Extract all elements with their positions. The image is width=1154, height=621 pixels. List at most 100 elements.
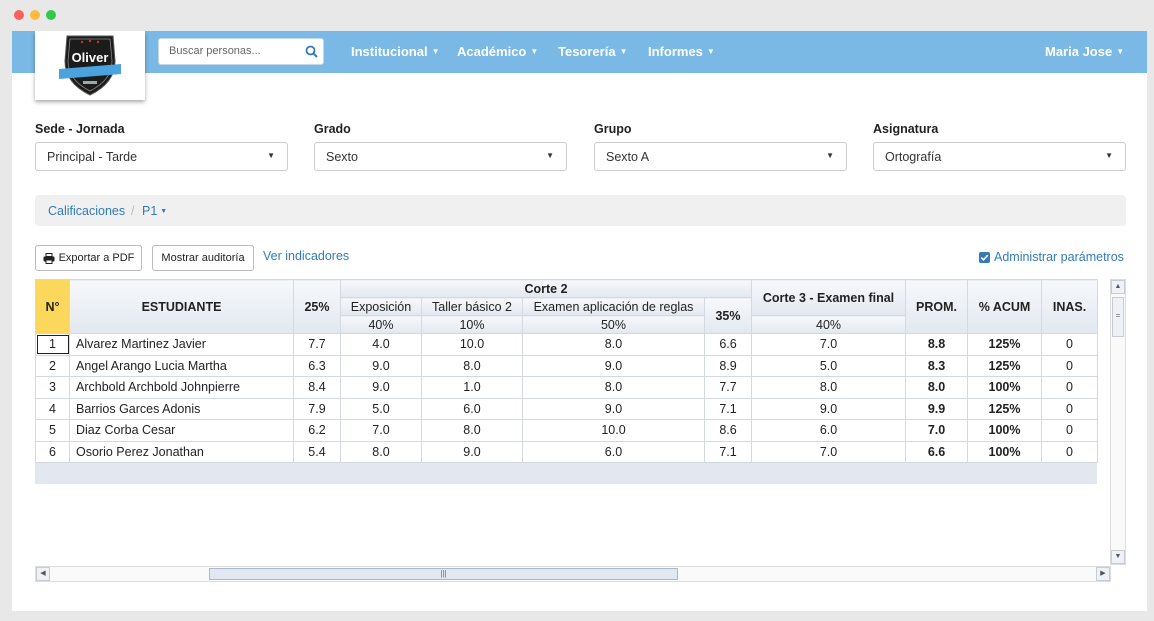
- export-pdf-button[interactable]: Exportar a PDF: [35, 245, 142, 271]
- sede-select[interactable]: Principal - Tarde ▼: [35, 142, 288, 171]
- cell-examen[interactable]: 10.0: [522, 419, 705, 442]
- cell-examen[interactable]: 9.0: [522, 397, 705, 420]
- cell-examen[interactable]: 8.0: [522, 376, 705, 399]
- cell-student-name[interactable]: Osorio Perez Jonathan: [69, 440, 294, 463]
- header-corte2[interactable]: Corte 2: [339, 279, 753, 298]
- cell-corte1[interactable]: 8.4: [293, 376, 341, 399]
- cell-corte3[interactable]: 8.0: [751, 376, 907, 399]
- header-inas[interactable]: INAS.: [1041, 279, 1099, 334]
- cell-corte1[interactable]: 7.7: [293, 333, 341, 356]
- cell-acum[interactable]: 125%: [967, 333, 1043, 356]
- cell-taller[interactable]: 8.0: [421, 419, 523, 442]
- cell-corte2[interactable]: 8.6: [703, 419, 753, 442]
- header-sub-examen-pct[interactable]: 50%: [522, 315, 705, 334]
- cell-corte1[interactable]: 7.9: [293, 397, 341, 420]
- cell-prom[interactable]: 8.8: [905, 333, 969, 356]
- cell-inas[interactable]: 0: [1041, 333, 1099, 356]
- cell-corte2[interactable]: 7.7: [703, 376, 753, 399]
- cell-corte1[interactable]: 6.2: [293, 419, 341, 442]
- cell-student-name[interactable]: Archbold Archbold Johnpierre: [69, 376, 294, 399]
- header-corte3-pct[interactable]: 40%: [751, 315, 907, 334]
- header-sub-exposicion-pct[interactable]: 40%: [340, 315, 422, 334]
- cell-acum[interactable]: 100%: [967, 376, 1043, 399]
- cell-inas[interactable]: 0: [1041, 354, 1099, 377]
- cell-corte3[interactable]: 7.0: [751, 333, 907, 356]
- header-prom[interactable]: PROM.: [905, 279, 969, 334]
- horizontal-scroll-thumb[interactable]: |||: [209, 568, 678, 580]
- cell-prom[interactable]: 8.3: [905, 354, 969, 377]
- nav-academico[interactable]: Académico ▼: [457, 44, 539, 59]
- header-sub-taller[interactable]: Taller básico 2: [421, 297, 523, 316]
- cell-taller[interactable]: 9.0: [421, 440, 523, 463]
- nav-informes[interactable]: Informes ▼: [648, 44, 715, 59]
- search-box[interactable]: [158, 38, 324, 65]
- cell-student-name[interactable]: Diaz Corba Cesar: [69, 419, 294, 442]
- cell-inas[interactable]: 0: [1041, 397, 1099, 420]
- scroll-right-arrow-icon[interactable]: ▶: [1096, 567, 1110, 581]
- cell-acum[interactable]: 125%: [967, 397, 1043, 420]
- scroll-down-arrow-icon[interactable]: ▼: [1111, 550, 1125, 564]
- cell-number[interactable]: 2: [35, 354, 70, 377]
- cell-corte3[interactable]: 9.0: [751, 397, 907, 420]
- cell-student-name[interactable]: Angel Arango Lucia Martha: [69, 354, 294, 377]
- cell-prom[interactable]: 6.6: [905, 440, 969, 463]
- header-number[interactable]: N°: [35, 279, 70, 334]
- asignatura-select[interactable]: Ortografía ▼: [873, 142, 1126, 171]
- checkbox-checked-icon[interactable]: [979, 251, 990, 263]
- cell-corte3[interactable]: 7.0: [751, 440, 907, 463]
- cell-acum[interactable]: 125%: [967, 354, 1043, 377]
- cell-corte2[interactable]: 8.9: [703, 354, 753, 377]
- grupo-select[interactable]: Sexto A ▼: [594, 142, 847, 171]
- show-audit-button[interactable]: Mostrar auditoría: [152, 245, 254, 271]
- header-corte2-pct[interactable]: 35%: [703, 297, 753, 334]
- user-menu[interactable]: Maria Jose ▼: [1045, 44, 1125, 59]
- scroll-left-arrow-icon[interactable]: ◀: [36, 567, 50, 581]
- header-corte1-pct[interactable]: 25%: [293, 279, 341, 334]
- header-acum[interactable]: % ACUM: [967, 279, 1043, 334]
- cell-exposicion[interactable]: 9.0: [340, 354, 422, 377]
- school-logo[interactable]: Oliver: [35, 31, 145, 100]
- cell-exposicion[interactable]: 9.0: [340, 376, 422, 399]
- cell-exposicion[interactable]: 8.0: [340, 440, 422, 463]
- search-icon[interactable]: [305, 45, 318, 58]
- cell-number[interactable]: 4: [35, 397, 70, 420]
- cell-inas[interactable]: 0: [1041, 440, 1099, 463]
- header-corte3[interactable]: Corte 3 - Examen final: [751, 279, 907, 316]
- cell-prom[interactable]: 8.0: [905, 376, 969, 399]
- cell-taller[interactable]: 8.0: [421, 354, 523, 377]
- search-input[interactable]: [167, 44, 301, 58]
- cell-examen[interactable]: 8.0: [522, 333, 705, 356]
- nav-institucional[interactable]: Institucional ▼: [351, 44, 440, 59]
- cell-prom[interactable]: 9.9: [905, 397, 969, 420]
- cell-number[interactable]: 5: [35, 419, 70, 442]
- vertical-scroll-thumb[interactable]: =: [1112, 297, 1124, 337]
- cell-student-name[interactable]: Barrios Garces Adonis: [69, 397, 294, 420]
- cell-prom[interactable]: 7.0: [905, 419, 969, 442]
- nav-tesoreria[interactable]: Tesorería ▼: [558, 44, 628, 59]
- cell-corte2[interactable]: 7.1: [703, 397, 753, 420]
- scroll-up-arrow-icon[interactable]: ▲: [1111, 280, 1125, 294]
- breadcrumb-period-dropdown[interactable]: P1 ▼: [142, 204, 168, 218]
- cell-corte1[interactable]: 5.4: [293, 440, 341, 463]
- cell-exposicion[interactable]: 5.0: [340, 397, 422, 420]
- cell-corte1[interactable]: 6.3: [293, 354, 341, 377]
- header-sub-taller-pct[interactable]: 10%: [421, 315, 523, 334]
- minimize-window-button[interactable]: [30, 10, 40, 20]
- cell-corte2[interactable]: 6.6: [703, 333, 753, 356]
- header-student[interactable]: ESTUDIANTE: [69, 279, 294, 334]
- header-sub-exposicion[interactable]: Exposición: [340, 297, 422, 316]
- cell-student-name[interactable]: Alvarez Martinez Javier: [69, 333, 294, 356]
- cell-corte3[interactable]: 5.0: [751, 354, 907, 377]
- cell-acum[interactable]: 100%: [967, 419, 1043, 442]
- vertical-scrollbar[interactable]: ▲ = ▼: [1110, 279, 1126, 565]
- cell-acum[interactable]: 100%: [967, 440, 1043, 463]
- horizontal-scrollbar[interactable]: ◀ ||| ▶: [35, 566, 1111, 582]
- cell-examen[interactable]: 9.0: [522, 354, 705, 377]
- cell-examen[interactable]: 6.0: [522, 440, 705, 463]
- cell-exposicion[interactable]: 7.0: [340, 419, 422, 442]
- cell-taller[interactable]: 1.0: [421, 376, 523, 399]
- cell-number[interactable]: 3: [35, 376, 70, 399]
- view-indicators-link[interactable]: Ver indicadores: [263, 249, 350, 263]
- cell-taller[interactable]: 10.0: [421, 333, 523, 356]
- cell-exposicion[interactable]: 4.0: [340, 333, 422, 356]
